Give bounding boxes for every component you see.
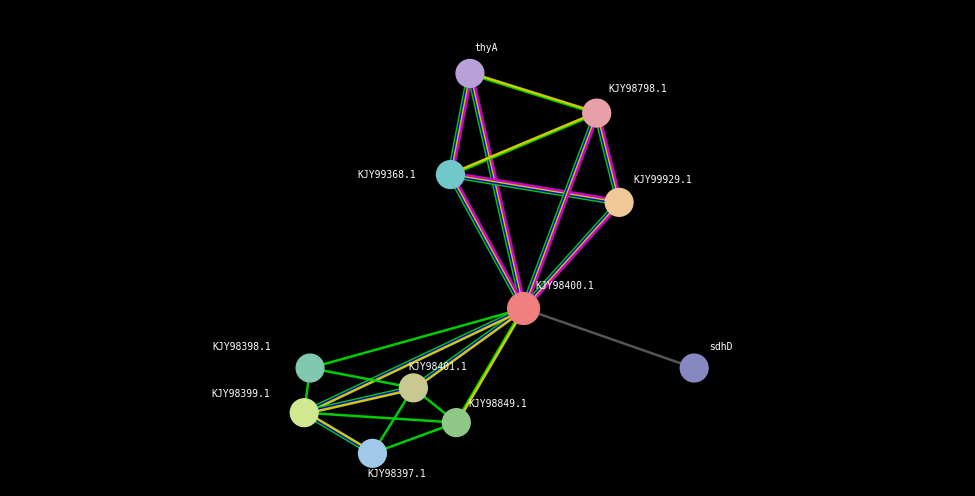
Text: KJY98400.1: KJY98400.1 xyxy=(535,281,594,291)
Ellipse shape xyxy=(291,399,318,427)
Ellipse shape xyxy=(296,354,324,382)
Text: KJY98401.1: KJY98401.1 xyxy=(409,362,467,372)
Ellipse shape xyxy=(443,409,470,436)
Ellipse shape xyxy=(508,293,539,324)
Ellipse shape xyxy=(583,99,610,127)
Ellipse shape xyxy=(456,60,484,87)
Ellipse shape xyxy=(681,354,708,382)
Ellipse shape xyxy=(437,161,464,188)
Text: KJY98399.1: KJY98399.1 xyxy=(212,389,270,399)
Text: KJY99368.1: KJY99368.1 xyxy=(358,170,416,180)
Text: KJY98798.1: KJY98798.1 xyxy=(608,84,667,94)
Ellipse shape xyxy=(400,374,427,402)
Text: KJY98397.1: KJY98397.1 xyxy=(368,469,426,479)
Text: KJY98849.1: KJY98849.1 xyxy=(468,399,526,409)
Ellipse shape xyxy=(359,439,386,467)
Text: KJY98398.1: KJY98398.1 xyxy=(213,342,271,352)
Text: sdhD: sdhD xyxy=(709,342,732,352)
Text: thyA: thyA xyxy=(475,43,498,53)
Text: KJY99929.1: KJY99929.1 xyxy=(634,175,692,185)
Ellipse shape xyxy=(605,188,633,216)
